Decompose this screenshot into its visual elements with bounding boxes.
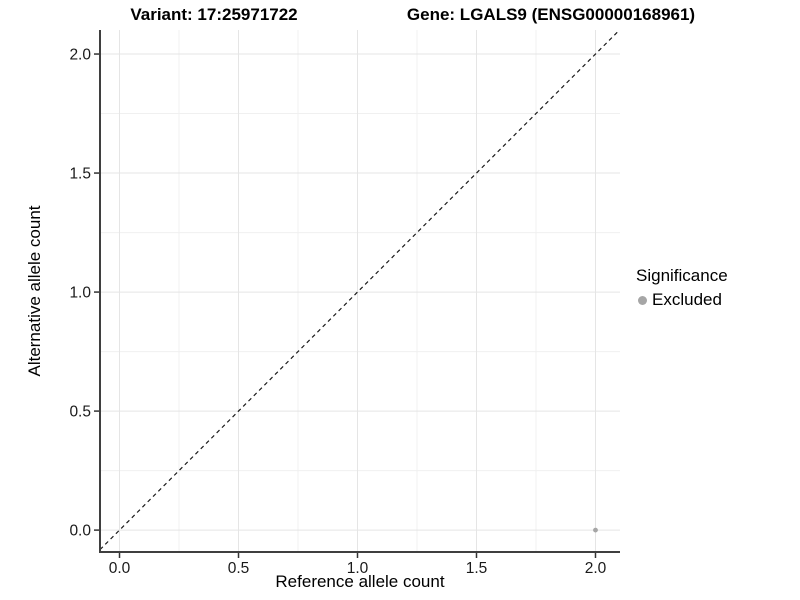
- plot-title-gene: Gene: LGALS9 (ENSG00000168961): [406, 5, 696, 24]
- identity-line: [99, 29, 620, 551]
- y-tick-label: 2.0: [69, 47, 91, 64]
- x-tick-label: 0.0: [109, 560, 131, 577]
- x-tick-label: 0.5: [228, 560, 250, 577]
- y-tick-label: 0.0: [69, 523, 91, 540]
- y-tick-label: 1.0: [69, 285, 91, 302]
- plot-title-variant: Variant: 17:25971722: [130, 5, 298, 24]
- y-axis-title: Alternative allele count: [25, 205, 44, 377]
- x-tick-label: 1.5: [466, 560, 488, 577]
- legend: Significance Excluded: [636, 266, 728, 310]
- y-tick-label: 1.5: [69, 166, 91, 183]
- x-axis-title: Reference allele count: [275, 572, 445, 591]
- data-point: [593, 527, 598, 533]
- legend-title: Significance: [636, 266, 728, 285]
- x-tick-label: 2.0: [585, 560, 607, 577]
- legend-entry-excluded: Excluded: [636, 290, 728, 310]
- legend-entry-label: Excluded: [652, 290, 722, 309]
- y-tick-label: 0.5: [69, 404, 91, 421]
- legend-key-dot-icon: [638, 295, 647, 305]
- x-tick-label: 1.0: [347, 560, 369, 577]
